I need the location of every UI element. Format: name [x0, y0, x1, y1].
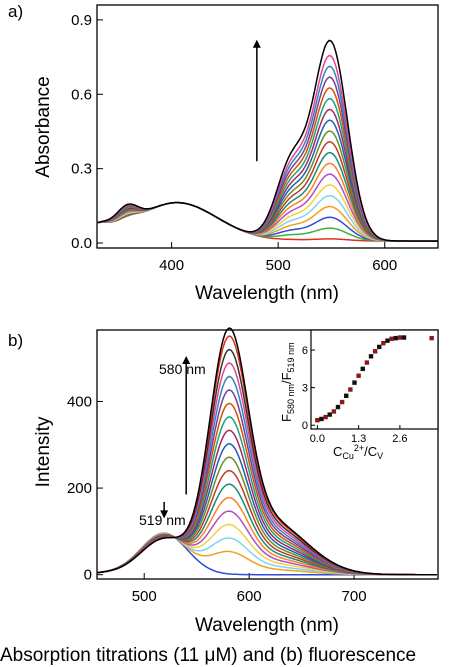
arrow-up-head [182, 355, 191, 364]
panel-b: b) 500 600 700 0 200 400 580 nm 519 nm Wavele… [8, 327, 439, 636]
inset-data-point [389, 336, 394, 341]
emission-curve [96, 327, 437, 576]
inset-data-point [372, 349, 378, 354]
x-tick-label: 700 [342, 588, 367, 605]
arrow-up-head [252, 39, 261, 48]
inset-data-point [339, 399, 345, 405]
inset-data-point [393, 335, 398, 341]
panel-b-label: b) [8, 331, 23, 350]
panel-a-plot-area [96, 4, 439, 249]
inset-chart: 0.0 1.3 2.6 0 3 6 CCu2+/CV F580 nm/F519 nm [279, 329, 439, 461]
panel-b-y-axis-label: Intensity [33, 416, 54, 487]
panel-a: a) 400 500 600 0.0 0.3 0.6 0.9 Wavelength (nm)… [8, 2, 439, 304]
absorbance-curve [96, 173, 438, 242]
inset-data-point [360, 366, 365, 372]
panel-a-arrow [252, 39, 261, 162]
inset-data-point [319, 416, 324, 422]
annotation-519nm: 519 nm [139, 512, 186, 528]
y-tick-label: 0.3 [71, 161, 92, 178]
inset-data-point [368, 354, 374, 359]
panel-b-arrows [160, 355, 191, 519]
panel-a-curves [96, 39, 438, 242]
inset-data-point [377, 344, 382, 350]
y-tick-label: 400 [67, 393, 92, 410]
inset-data-point [352, 380, 357, 385]
panel-a-label: a) [8, 2, 23, 21]
inset-x-tick-label: 1.3 [351, 433, 366, 445]
inset-x-tick-label: 0.0 [310, 433, 325, 445]
inset-y-tick-label: 3 [302, 383, 308, 395]
panel-b-plot-area [96, 329, 439, 580]
inset-data-point [356, 373, 361, 378]
panel-a-x-axis-label: Wavelength (nm) [195, 283, 339, 304]
inset-data-point [385, 338, 390, 343]
panel-b-curves [96, 327, 437, 576]
inset-data-point [429, 335, 434, 341]
inset-data-point [344, 393, 349, 398]
x-tick-label: 500 [266, 257, 291, 274]
y-tick-label: 0.9 [71, 12, 92, 29]
arrow-down-head [160, 510, 169, 519]
inset-data-point [401, 335, 407, 340]
inset-data-point [315, 418, 320, 423]
y-tick-label: 200 [67, 480, 92, 497]
inset-y-tick-label: 6 [302, 345, 308, 357]
y-tick-label: 0.6 [71, 86, 92, 103]
y-tick-label: 0 [84, 567, 92, 584]
y-tick-label: 0.0 [71, 235, 92, 252]
inset-data-point [327, 412, 332, 417]
inset-data-point [348, 387, 353, 392]
x-tick-label: 400 [159, 257, 184, 274]
x-tick-label: 500 [132, 588, 157, 605]
panel-b-x-axis-label: Wavelength (nm) [195, 615, 339, 636]
inset-x-tick-label: 2.6 [392, 433, 407, 445]
inset-data-point [323, 414, 328, 420]
inset-data-point [397, 335, 403, 340]
inset-data-point [381, 340, 386, 346]
annotation-580nm: 580 nm [159, 361, 206, 377]
inset-data-point [364, 360, 370, 365]
inset-x-axis-label: CCu2+/CV [333, 443, 383, 461]
inset-data-point [331, 409, 337, 414]
x-tick-label: 600 [372, 257, 397, 274]
panel-b-ticks: 500 600 700 0 200 400 [67, 393, 367, 605]
absorbance-curve [96, 54, 438, 242]
absorbance-curve [96, 162, 438, 242]
x-tick-label: 600 [237, 588, 262, 605]
inset-data-point [335, 404, 341, 410]
figure-caption-fragment: Absorption titrations (11 μM) and (b) fl… [0, 645, 417, 666]
inset-y-axis-label: F580 nm/F519 nm [279, 342, 296, 422]
inset-y-tick-label: 0 [302, 420, 308, 432]
absorbance-curve [96, 39, 438, 242]
panel-a-y-axis-label: Absorbance [33, 76, 54, 177]
inset-ticks: 0.0 1.3 2.6 0 3 6 [302, 345, 408, 445]
inset-points [315, 335, 434, 423]
panel-a-ticks: 400 500 600 0.0 0.3 0.6 0.9 [71, 12, 397, 274]
